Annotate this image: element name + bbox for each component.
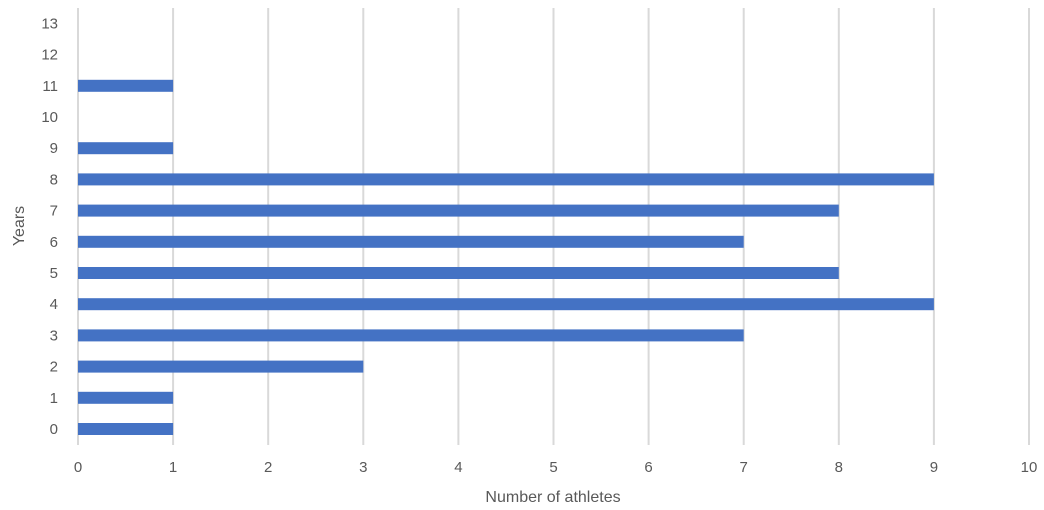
y-tick-label: 8 <box>50 171 58 188</box>
x-tick-label: 0 <box>74 459 82 476</box>
bar-year-5 <box>78 267 839 279</box>
y-axis-title: Years <box>11 206 28 246</box>
bar-year-0 <box>78 423 174 435</box>
x-tick-label: 7 <box>740 459 748 476</box>
y-tick-label: 11 <box>42 78 58 95</box>
bar-year-11 <box>78 79 174 92</box>
x-tick-label: 3 <box>359 459 367 476</box>
x-axis-title: Number of athletes <box>485 489 620 506</box>
y-tick-label: 13 <box>41 15 58 32</box>
bar-year-2 <box>78 360 364 373</box>
x-axis-ticks: 0 1 2 3 4 5 6 7 8 9 10 <box>74 459 1038 476</box>
y-tick-label: 2 <box>50 359 58 376</box>
y-tick-label: 4 <box>50 296 58 313</box>
y-tick-label: 1 <box>50 390 58 407</box>
y-tick-label: 5 <box>50 265 58 282</box>
x-tick-label: 9 <box>930 459 938 476</box>
bars <box>78 79 934 435</box>
x-tick-label: 1 <box>169 459 177 476</box>
bar-year-9 <box>78 142 174 155</box>
gridlines <box>77 8 1030 445</box>
x-tick-label: 10 <box>1021 459 1038 476</box>
x-tick-label: 8 <box>835 459 843 476</box>
y-tick-label: 6 <box>50 234 58 251</box>
y-tick-label: 3 <box>50 327 58 344</box>
bar-year-6 <box>78 235 744 248</box>
x-tick-label: 5 <box>549 459 557 476</box>
y-tick-label: 0 <box>50 421 58 438</box>
y-tick-label: 12 <box>41 47 58 64</box>
x-tick-label: 6 <box>644 459 652 476</box>
y-tick-label: 7 <box>50 203 58 220</box>
x-tick-label: 4 <box>454 459 462 476</box>
bar-year-1 <box>78 391 174 404</box>
bar-year-8 <box>78 173 934 186</box>
bar-year-3 <box>78 329 744 342</box>
x-tick-label: 2 <box>264 459 272 476</box>
bar-year-4 <box>78 298 934 311</box>
y-tick-label: 10 <box>41 109 58 126</box>
y-tick-label: 9 <box>50 140 58 157</box>
bar-year-7 <box>78 204 839 217</box>
